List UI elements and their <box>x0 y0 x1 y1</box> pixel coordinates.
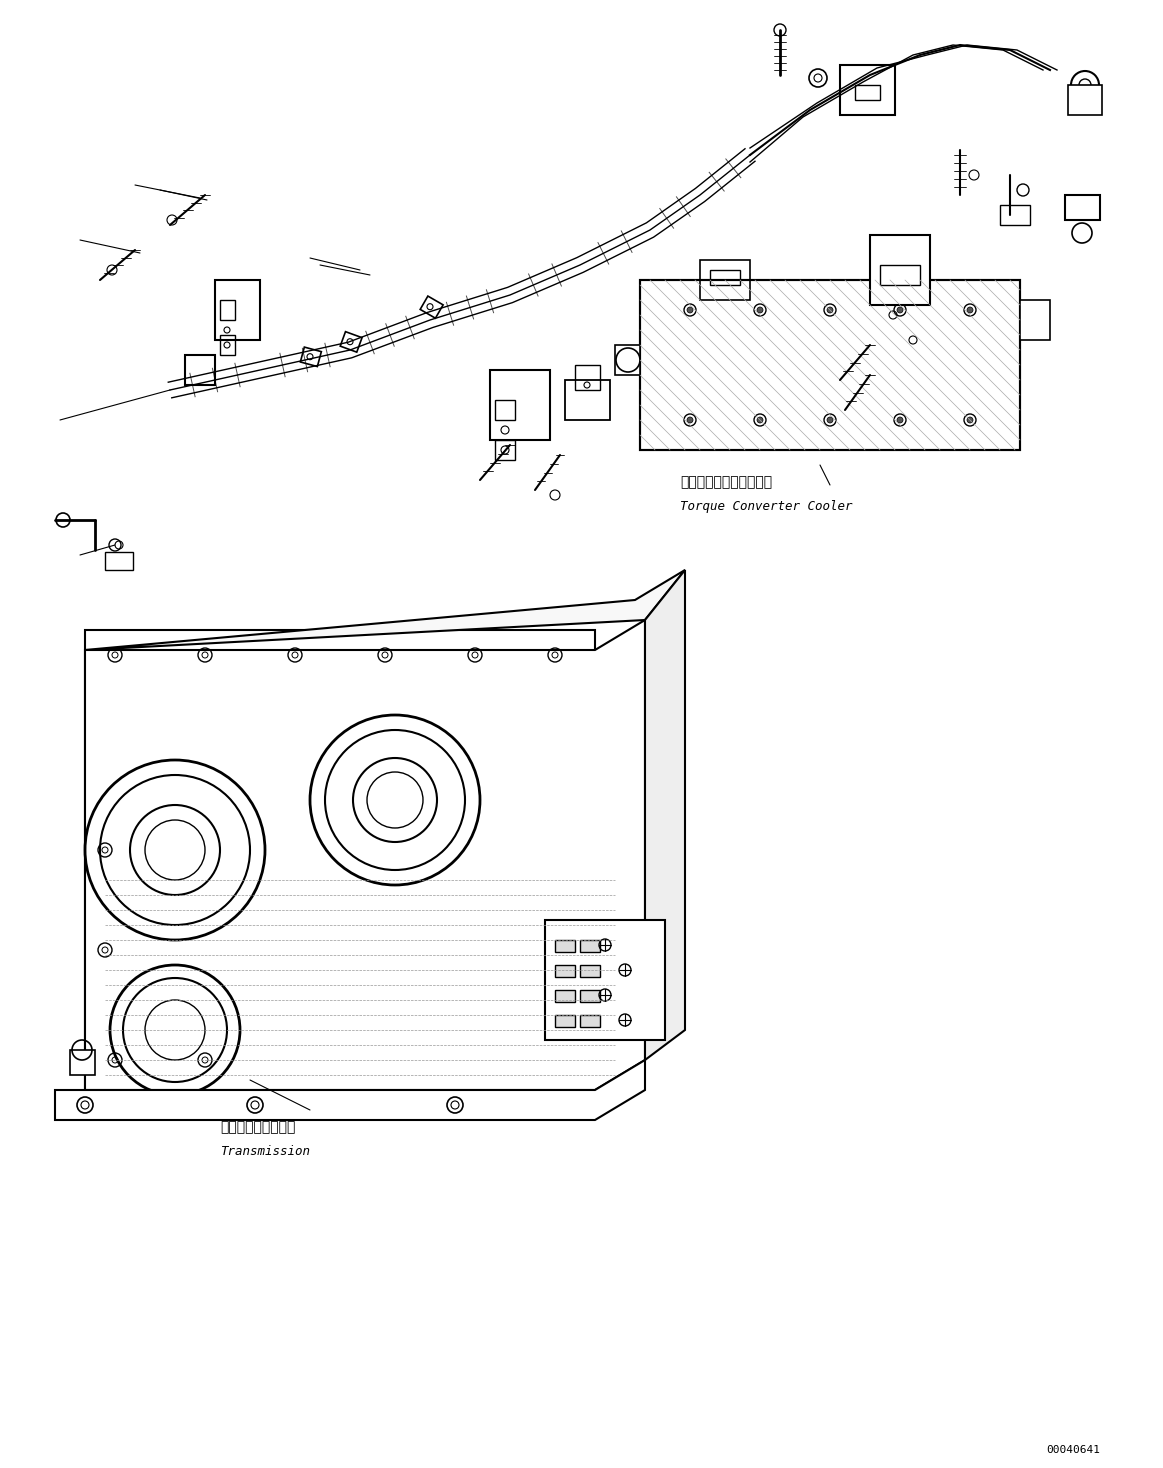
Bar <box>495 399 515 420</box>
Bar <box>580 1014 600 1028</box>
Bar <box>555 940 575 953</box>
Polygon shape <box>85 619 645 1091</box>
Bar <box>220 299 235 320</box>
Circle shape <box>827 417 833 423</box>
Bar <box>700 260 750 299</box>
Bar <box>580 989 600 1003</box>
Circle shape <box>966 307 973 313</box>
Polygon shape <box>85 570 685 650</box>
Text: トランスミッション: トランスミッション <box>220 1120 295 1133</box>
Polygon shape <box>55 1060 645 1120</box>
Bar <box>85 630 595 1091</box>
Bar <box>575 366 600 390</box>
Bar <box>1000 206 1030 225</box>
Circle shape <box>687 417 693 423</box>
Text: Torque Converter Cooler: Torque Converter Cooler <box>680 501 852 512</box>
Bar <box>615 345 640 374</box>
Bar <box>105 552 133 570</box>
Bar <box>580 940 600 953</box>
Polygon shape <box>420 297 443 319</box>
Bar <box>70 1050 95 1075</box>
Bar <box>1065 195 1100 220</box>
Bar <box>220 335 235 355</box>
Polygon shape <box>341 332 362 352</box>
Bar <box>580 964 600 978</box>
Bar <box>490 370 550 440</box>
Bar <box>565 380 611 420</box>
Bar <box>709 270 740 285</box>
Bar <box>1068 85 1103 115</box>
Bar <box>870 235 930 305</box>
Bar <box>880 266 920 285</box>
Circle shape <box>897 417 902 423</box>
Bar <box>840 65 896 115</box>
Text: 00040641: 00040641 <box>1046 1445 1100 1455</box>
Bar <box>495 440 515 459</box>
Bar <box>855 85 880 100</box>
Bar <box>640 280 1020 451</box>
Polygon shape <box>645 570 685 1060</box>
Bar <box>185 355 215 385</box>
Circle shape <box>757 307 763 313</box>
Circle shape <box>897 307 902 313</box>
Text: トルクコンバータクーラ: トルクコンバータクーラ <box>680 476 772 489</box>
Bar <box>555 964 575 978</box>
Circle shape <box>757 417 763 423</box>
Circle shape <box>966 417 973 423</box>
Circle shape <box>687 307 693 313</box>
Bar <box>555 1014 575 1028</box>
Bar <box>215 280 261 341</box>
Bar <box>545 920 665 1039</box>
Polygon shape <box>300 346 321 367</box>
Bar <box>640 280 1020 451</box>
Circle shape <box>827 307 833 313</box>
Bar <box>1020 299 1050 341</box>
Text: Transmission: Transmission <box>220 1145 311 1158</box>
Bar <box>555 989 575 1003</box>
